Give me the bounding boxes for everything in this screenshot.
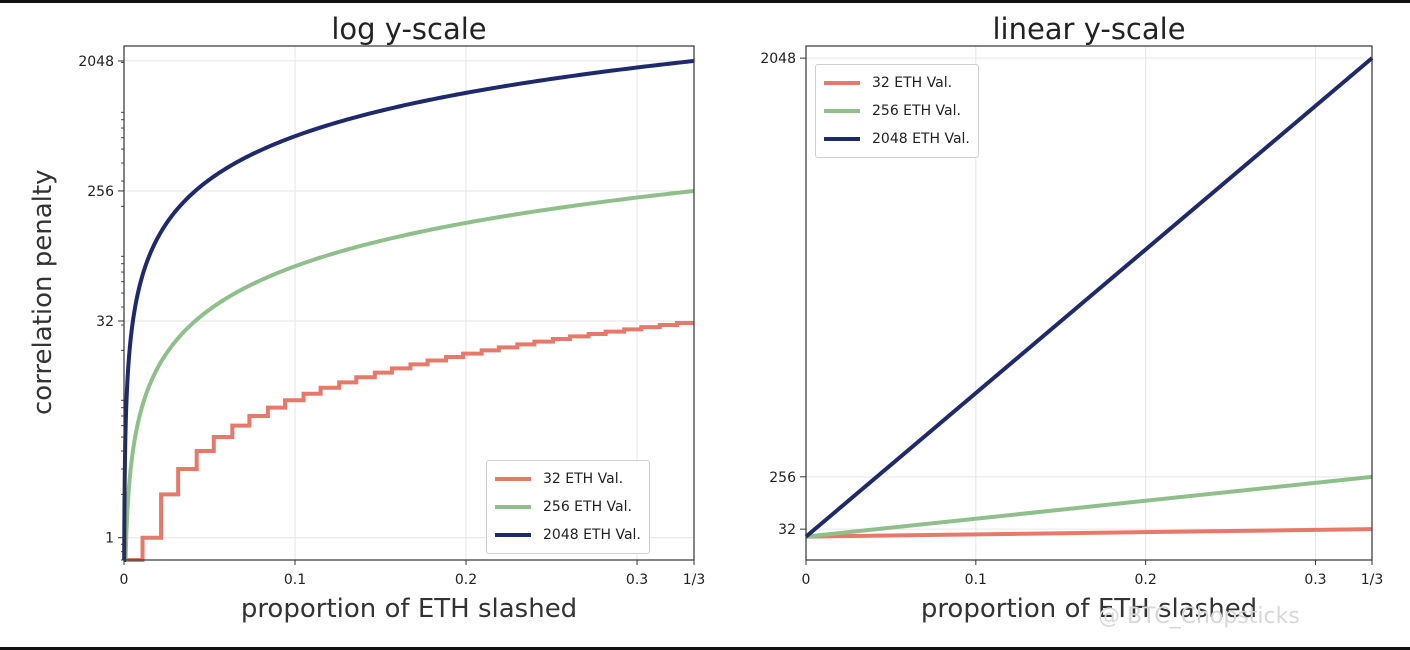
series-line-right-0 xyxy=(805,527,1373,539)
legend-label: 256 ETH Val. xyxy=(872,103,961,119)
x-tick-label-left: 1/3 xyxy=(683,572,706,588)
x-tick-label-right: 1/3 xyxy=(1361,572,1384,588)
legend-label: 32 ETH Val. xyxy=(543,471,624,487)
legend-item: 256 ETH Val. xyxy=(495,493,641,521)
series-line-left-2 xyxy=(122,58,695,562)
y-tick-label-right: 32 xyxy=(778,522,796,538)
legend-left: 32 ETH Val. 256 ETH Val. 2048 ETH Val. xyxy=(486,460,650,554)
x-tick-label-left: 0.1 xyxy=(284,572,306,588)
x-tick-label-right: 0.2 xyxy=(1135,572,1157,588)
y-tick-label-left: 2048 xyxy=(78,54,114,70)
legend-swatch xyxy=(824,109,860,113)
legend-label: 256 ETH Val. xyxy=(543,499,632,515)
bottom-border xyxy=(0,647,1410,650)
top-border xyxy=(0,0,1410,3)
axes-frame-right xyxy=(805,45,1373,561)
legend-label: 2048 ETH Val. xyxy=(872,131,970,147)
chart-title-left: log y-scale xyxy=(331,12,487,46)
x-tick-label-left: 0.3 xyxy=(626,572,648,588)
x-axis-label-left: proportion of ETH slashed xyxy=(240,594,578,624)
y-tick-label-left: 32 xyxy=(96,314,114,330)
y-tick-label-right: 2048 xyxy=(760,51,796,67)
x-tick-label-left: 0 xyxy=(120,572,129,588)
series-line-right-2 xyxy=(804,56,1374,539)
y-tick-label-left: 256 xyxy=(87,184,114,200)
series-line-right-1 xyxy=(805,474,1373,539)
x-axis-label-right: proportion of ETH slashed xyxy=(920,594,1258,624)
x-tick-label-left: 0.2 xyxy=(455,572,477,588)
x-tick-label-right: 0.1 xyxy=(965,572,987,588)
legend-label: 2048 ETH Val. xyxy=(543,527,641,543)
chart-title-right: linear y-scale xyxy=(992,12,1186,46)
legend-swatch xyxy=(495,505,531,509)
series-line-left-0 xyxy=(124,320,694,562)
x-tick-label-right: 0.3 xyxy=(1304,572,1326,588)
legend-label: 32 ETH Val. xyxy=(872,75,953,91)
legend-item: 32 ETH Val. xyxy=(495,465,641,493)
axes-frame-left xyxy=(123,45,695,561)
legend-item: 32 ETH Val. xyxy=(824,69,970,97)
legend-swatch xyxy=(824,81,860,85)
legend-right: 32 ETH Val. 256 ETH Val. 2048 ETH Val. xyxy=(815,64,979,158)
legend-item: 2048 ETH Val. xyxy=(495,521,641,549)
series-line-left-1 xyxy=(123,188,695,562)
y-tick-label-left: 1 xyxy=(105,531,114,547)
legend-item: 256 ETH Val. xyxy=(824,97,970,125)
legend-swatch xyxy=(824,137,860,141)
watermark-text: @ BTC_Chopsticks xyxy=(1098,604,1300,629)
legend-swatch xyxy=(495,477,531,481)
x-tick-label-right: 0 xyxy=(802,572,811,588)
y-tick-label-right: 256 xyxy=(769,470,796,486)
legend-swatch xyxy=(495,533,531,537)
legend-item: 2048 ETH Val. xyxy=(824,125,970,153)
